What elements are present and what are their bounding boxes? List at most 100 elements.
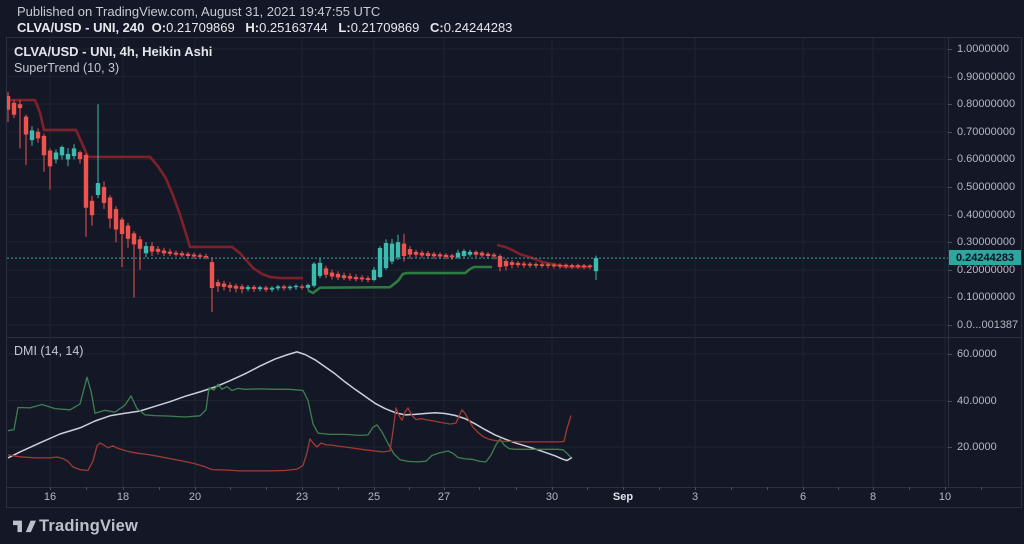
candle-body (71, 148, 77, 157)
candle-body (533, 264, 539, 266)
candle-body (233, 285, 239, 289)
price-axis[interactable]: 1.0000000 0.90000000 0.80000000 0.70000000 0… (948, 0, 1024, 544)
symbol-ohlc-line: CLVA/USD - UNI, 240 O:0.21709869 H:0.251… (17, 20, 519, 35)
time-tick (587, 487, 588, 490)
candle-body (557, 264, 563, 267)
supertrend-legend[interactable]: SuperTrend (10, 3) (14, 61, 120, 75)
axis-label: 20.0000 (948, 441, 997, 453)
candle-body (185, 253, 191, 256)
dmi-line-minus-di (7, 407, 572, 472)
time-axis-divider (6, 487, 1021, 488)
candle-body (53, 152, 59, 160)
low-label: L: (338, 20, 351, 35)
axis-label: 0.60000000 (948, 153, 1015, 165)
chart-plot-svg[interactable] (7, 38, 948, 487)
close-value: 0.24244283 (443, 20, 513, 35)
time-tick (909, 487, 910, 490)
candle-body (437, 254, 443, 257)
candle-body (113, 209, 119, 230)
time-axis-label: 23 (295, 491, 309, 503)
axis-label: 0.40000000 (948, 209, 1015, 221)
time-tick (659, 487, 660, 490)
time-tick (838, 487, 839, 490)
tradingview-brand-text[interactable]: TradingView (39, 517, 139, 535)
candle-body (593, 258, 599, 272)
time-tick (479, 487, 480, 490)
time-tick (50, 487, 51, 490)
published-line: Published on TradingView.com, August 31,… (17, 4, 381, 19)
footer: TradingView (0, 508, 1024, 544)
price-axis-divider[interactable] (948, 38, 949, 487)
axis-label: 0.0...001387 (948, 319, 1018, 331)
frame-top (6, 37, 1022, 38)
candle-body (59, 147, 65, 156)
frame-right (1021, 37, 1022, 508)
dmi-pane-legend: DMI (14, 14) (14, 343, 83, 359)
candle-body (359, 277, 365, 280)
candle-body (503, 261, 509, 267)
candle-body (395, 242, 401, 258)
supertrend-line-up (307, 265, 492, 295)
time-axis-label: 20 (188, 491, 202, 503)
axis-label: 0.20000000 (948, 264, 1015, 276)
candle-body (107, 197, 113, 219)
high-label: H: (245, 20, 260, 35)
pane-divider[interactable] (6, 337, 1021, 338)
time-tick (195, 487, 196, 490)
candle-body (539, 264, 545, 266)
candle-body (587, 265, 593, 268)
time-axis-label: 10 (938, 491, 952, 503)
dmi-line-plusminus-di (7, 376, 572, 463)
time-axis-label: 18 (116, 491, 130, 503)
time-tick (230, 487, 231, 490)
candle-body (149, 246, 155, 252)
candle-body (467, 251, 473, 255)
candle-body (7, 95, 11, 110)
axis-label: 0.80000000 (948, 98, 1015, 110)
time-tick (338, 487, 339, 490)
candle-body (173, 252, 179, 255)
candle-body (203, 256, 209, 258)
time-tick (302, 487, 303, 490)
time-tick (767, 487, 768, 490)
axis-label: 0.90000000 (948, 71, 1015, 83)
time-axis[interactable]: 16 18 20 23 25 27 30 Sep 3 6 8 10 (7, 487, 982, 507)
candle-body (431, 253, 437, 257)
axis-label: 0.50000000 (948, 181, 1015, 193)
candle-body (515, 262, 521, 266)
tradingview-logo-icon[interactable] (13, 518, 36, 536)
candle-body (77, 152, 83, 160)
candle-body (179, 253, 185, 256)
time-tick (981, 487, 982, 490)
time-tick (731, 487, 732, 490)
candle-body (281, 286, 287, 289)
candle-body (29, 130, 35, 141)
candle-body (563, 264, 569, 267)
candle-body (227, 285, 233, 288)
close-label: C: (430, 20, 444, 35)
candle-body (347, 276, 353, 279)
candle-body (101, 187, 107, 203)
candle-body (83, 155, 89, 208)
candle-body (305, 285, 311, 288)
frame-left (6, 37, 7, 508)
candle-body (143, 246, 149, 254)
dmi-legend[interactable]: DMI (14, 14) (14, 344, 84, 358)
candle-body (473, 251, 479, 255)
candle-body (383, 243, 389, 269)
time-axis-label: Sep (612, 491, 634, 503)
current-price-label: 0.24244283 (949, 250, 1021, 265)
candle-body (155, 248, 161, 252)
main-legend-title[interactable]: CLVA/USD - UNI, 4h, Heikin Ashi (14, 44, 213, 59)
candle-body (335, 273, 341, 278)
candle-body (485, 253, 491, 256)
time-axis-label: 3 (691, 491, 699, 503)
candle-body (197, 255, 203, 257)
candle-body (95, 183, 101, 195)
candle-body (323, 268, 329, 275)
time-axis-label: 6 (799, 491, 807, 503)
candle-body (293, 285, 299, 288)
candle-body (317, 262, 323, 276)
time-tick (266, 487, 267, 490)
candle-body (527, 263, 533, 266)
